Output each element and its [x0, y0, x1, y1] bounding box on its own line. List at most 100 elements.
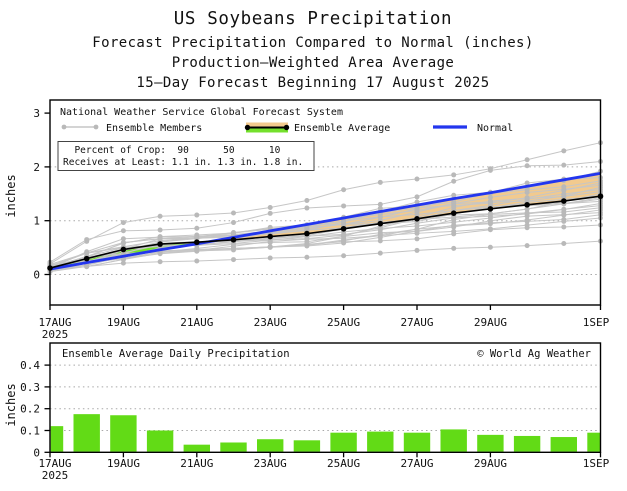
x-tick-label: 17AUG	[38, 457, 71, 470]
ensemble-member-dot	[231, 210, 236, 216]
ensemble-member-dot	[377, 225, 383, 231]
subtitle-3: 15–Day Forecast Beginning 17 August 2025	[136, 75, 489, 91]
ensemble-member-dot	[267, 204, 273, 210]
y-tick-label: 3	[33, 107, 40, 120]
bottom-y-axis-label: inches	[4, 383, 18, 426]
ensemble-member-dot	[451, 231, 457, 237]
ensemble-average-dot	[414, 216, 420, 222]
ensemble-member-dot	[414, 230, 420, 236]
x-tick-label: 19AUG	[107, 457, 140, 470]
ensemble-member-dot	[304, 225, 310, 231]
ensemble-average-dot	[487, 206, 494, 212]
daily-precip-bar	[50, 426, 64, 452]
ensemble-member-dot	[267, 238, 273, 244]
daily-precip-bar	[367, 431, 394, 452]
bottom-chart-title: Ensemble Average Daily Precipitation	[62, 348, 290, 360]
x-year-label: 2025	[42, 469, 69, 482]
ensemble-member-dot	[561, 186, 567, 192]
ensemble-member-line	[49, 205, 601, 269]
crop-amount-row: Receives at Least: 1.1 in. 1.3 in. 1.8 i…	[63, 157, 303, 168]
y-tick-label: 0.3	[20, 381, 40, 394]
ensemble-member-dot	[341, 253, 347, 259]
ensemble-member-dot	[377, 201, 383, 207]
x-tick-label: 29AUG	[474, 457, 507, 470]
daily-precip-bar	[293, 440, 321, 452]
ensemble-average-line	[49, 195, 601, 269]
ensemble-member-dot	[414, 194, 420, 200]
ensemble-member-dot	[377, 214, 383, 220]
ensemble-member-line	[49, 240, 601, 273]
ensemble-average-dot	[83, 255, 90, 262]
bottom-plot-border	[49, 342, 602, 454]
x-tick-label: 23AUG	[254, 316, 287, 329]
daily-precip-bar	[550, 437, 577, 452]
daily-precip-bar	[513, 435, 541, 452]
ensemble-member-dot	[451, 217, 457, 223]
ensemble-member-line	[49, 161, 601, 263]
crop-probability-box: Percent of Crop: 90 50 10 Receives at Le…	[57, 141, 315, 171]
x-tick-label: 27AUG	[400, 457, 433, 470]
y-tick-label: 0	[33, 269, 40, 282]
tan-band-swatch	[246, 122, 288, 128]
ensemble-member-dot	[304, 205, 310, 211]
ensemble-member-line	[49, 142, 601, 265]
x-tick-label: 29AUG	[474, 316, 507, 329]
page-title: US Soybeans Precipitation	[174, 9, 452, 29]
ensemble-member-dot	[84, 237, 90, 243]
ensemble-average-dot	[194, 239, 200, 246]
daily-precip-bar	[146, 430, 174, 452]
ensemble-member-line	[49, 186, 601, 270]
ensemble-average-dot	[340, 225, 347, 232]
ensemble-member-dot	[304, 241, 310, 247]
ensemble-member-dot	[451, 172, 457, 178]
ensemble-member-dot	[267, 210, 273, 216]
legend-source-label: National Weather Service Global Forecast…	[60, 107, 343, 118]
ensemble-member-dot	[561, 224, 567, 230]
x-tick-label: 23AUG	[254, 457, 287, 470]
ensemble-member-dot	[487, 212, 493, 218]
ensemble-member-dot	[414, 247, 420, 253]
average-label: Ensemble Average	[294, 123, 390, 134]
y-tick-label: 0.4	[20, 359, 40, 372]
ensemble-member-dot	[194, 235, 200, 241]
ensemble-member-line	[49, 200, 601, 271]
ensemble-member-dot	[341, 239, 347, 245]
ensemble-member-dot	[561, 240, 567, 246]
ensemble-member-dot	[377, 205, 383, 211]
normal-label: Normal	[477, 123, 513, 134]
ensemble-member-dot	[120, 257, 126, 263]
daily-precip-bar	[587, 432, 600, 452]
ensemble-member-dot	[341, 203, 347, 209]
x-tick-label: 25AUG	[327, 457, 360, 470]
ensemble-member-dot	[561, 148, 567, 154]
x-tick-label: 25AUG	[327, 316, 360, 329]
ensemble-member-dot	[157, 213, 163, 219]
ensemble-member-dot	[487, 194, 493, 200]
top-y-axis-label: inches	[4, 174, 18, 217]
ensemble-average-dot	[377, 220, 384, 227]
ensemble-member-dot	[194, 248, 200, 254]
ensemble-member-dot	[487, 227, 493, 233]
ensemble-member-dot	[487, 167, 493, 173]
ensemble-member-dot	[120, 228, 126, 234]
x-tick-label: 21AUG	[180, 457, 213, 470]
ensemble-member-dot	[304, 198, 310, 204]
subtitle-2: Production–Weighted Area Average	[172, 55, 455, 71]
copyright-credit: © World Ag Weather	[477, 348, 591, 360]
ensemble-member-dot	[524, 157, 530, 163]
ensemble-member-dot	[267, 224, 273, 230]
ensemble-member-dot	[157, 259, 163, 265]
ensemble-member-dot	[524, 243, 530, 249]
ensemble-member-dot	[194, 225, 200, 231]
ensemble-member-dot	[341, 234, 347, 240]
ensemble-member-dot	[524, 218, 530, 224]
ensemble-member-dot	[231, 247, 236, 253]
member-dot-icon	[93, 124, 99, 130]
member-dot-icon	[61, 124, 67, 130]
ensemble-average-dot	[524, 202, 530, 208]
top-plot-border	[49, 99, 602, 306]
